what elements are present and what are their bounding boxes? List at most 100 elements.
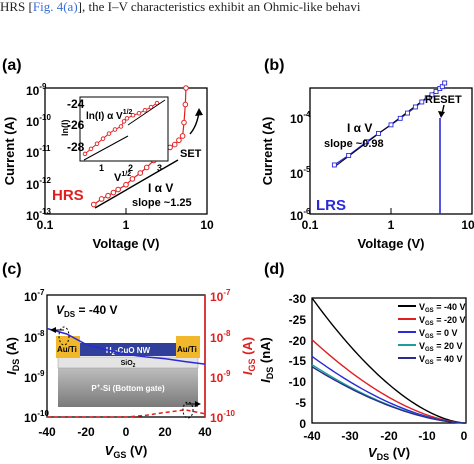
panel-a-set-arrowhead [195,108,203,116]
panel-a-data-point [143,164,150,171]
panel-b-data [331,80,448,168]
device-psi-text: P+-Si (Bottom gate) [91,384,165,393]
panel-c-y2tick-label: 10-10 [210,409,235,425]
panel-a-xticks: 0.1 1 10 [37,208,214,232]
legend-entry: VGS = -20 V [398,315,465,327]
legend-label: VGS = -40 V [419,302,465,314]
device-au-ti-left: Au/Ti [57,345,77,354]
panel-a-data-point [129,176,136,182]
panel-b-ytick-label: 10-6 [290,207,311,223]
panel-d-series-line [311,297,467,424]
panel-b-xtick-label: 1 [388,218,395,232]
panel-d-series-line [311,364,467,424]
panel-a-xtick-label: 10 [200,218,214,232]
panel-d: (d) IDS (nA) VDS (V) -40 -30 -20 -10 0 -… [258,261,468,462]
panel-c-ytick-label: 10-10 [24,409,49,425]
panel-c: (c) IDS (A) IGS (A) VGS (V) -40 -20 0 20… [2,261,257,460]
panel-a-xtick-label: 0.1 [37,218,54,232]
panel-a-slope-text: slope ~1.25 [132,197,192,209]
device-contact-right [176,336,200,358]
legend-label: VGS = 20 V [419,341,462,353]
panel-b-data-point [397,115,403,121]
panel-d-data [311,297,467,424]
panel-d-series-line [311,355,467,424]
panel-b-data-point [364,139,370,145]
panel-a-inset-xtick: 1 [99,163,104,173]
panel-a-data-point [171,141,178,148]
panel-a-data-point [90,201,97,208]
panel-d-xtick-label: -40 [303,429,321,443]
panel-a-inset-point [142,107,148,113]
legend-label: VGS = -20 V [419,315,465,327]
panel-b-data-point [412,104,418,110]
panel-c-ylabel: IDS (A) [4,337,21,375]
figure-link[interactable]: Fig. 4(a) [32,0,78,14]
panel-c-y2tick-label: 10-8 [210,329,231,345]
panel-c-y2label: IGS (A) [240,337,257,375]
panel-a-data-point [105,192,111,199]
panel-c-ids-line [46,327,206,365]
panel-a-ytick-label: 10-12 [26,176,51,192]
panel-b-ytick-label: 10-5 [290,165,311,181]
panel-b-data-point [442,80,448,86]
panel-a-inset-xtick: 3 [157,163,162,173]
panel-d-ytick-label: 0 [299,417,306,431]
panel-d-xtick-label: -10 [418,429,436,443]
panel-c-device-schematic: Au/Ti Au/Ti H2-CuO NW SiO2 P+-Si (Bottom… [56,336,200,407]
panel-b-data-point [419,99,425,105]
panel-d-ylabel: IDS (nA) [258,337,275,383]
panel-c-label: (c) [2,261,22,278]
panel-b-ylabel: Current (A) [260,117,275,186]
panel-d-frame [311,297,467,424]
panel-c-left-axis-arrowhead [50,327,56,333]
panel-a-inset-point [130,113,136,118]
panel-b-data-point [433,89,439,94]
panel-a-data-point [176,137,182,144]
panel-d-legend: VGS = -40 V VGS = -20 V VGS = 0 V VGS = … [398,302,465,366]
device-contact-left [56,336,80,358]
panel-a-inset-xlabel: V1/2 [114,171,131,184]
panel-a-ytick-label: 10-11 [26,144,51,160]
panel-a-ohmic-fit-line [94,159,179,209]
panel-b-slope-text: slope ~0.98 [324,138,384,150]
panel-a-yticks: 10-9 10-10 10-11 10-12 10-13 [26,82,51,223]
panel-b-data-point [331,162,337,168]
panel-c-xtick-label: -40 [38,425,56,439]
panel-a-inset-point [88,146,94,152]
panel-a-data-point [179,133,186,139]
panel-a-data-point [123,181,129,188]
panel-b-ytick-label: 10-4 [290,110,311,126]
panel-a-label: (a) [2,57,22,74]
panel-a-inset-ytick: -28 [67,140,85,154]
panel-a-inset-point [100,136,106,141]
panel-a-inset-fit-2 [127,99,166,126]
panel-b-data-point [429,92,435,98]
panel-b-data-point [424,95,430,101]
panel-a-data-point [98,196,105,202]
panel-c-y2ticks: 10-7 10-8 10-9 10-10 [210,288,235,425]
panel-a: (a) Current (A) Voltage (V) 0.1 1 10 10-… [2,57,214,251]
legend-entry: VGS = 40 V [398,354,462,366]
caption-context-line: HRS [Fig. 4(a)], the I–V characteristics… [0,0,474,16]
legend-entry: VGS = -40 V [398,302,465,314]
panel-b-xlabel: Voltage (V) [358,236,425,251]
panel-b-frame [309,87,473,215]
panel-b-xticks: 0.1 1 10 [302,208,474,232]
panel-a-inset-point [118,124,124,129]
panel-a-xlabel: Voltage (V) [93,236,160,251]
panel-c-xlabel: VGS (V) [105,443,148,460]
panel-a-data-point [110,189,117,196]
panel-b-reset-arrowhead [438,111,445,118]
panel-d-ytick-label: -15 [289,354,307,368]
panel-a-xtick-label: 1 [123,218,130,232]
panel-a-inset-point [82,151,88,157]
panel-a-data-point [182,101,189,108]
panel-d-yticks: -30 -25 -20 -15 -10 -5 0 [289,292,307,431]
panel-c-ytick-label: 10-7 [24,288,45,304]
panel-b-data-point [346,152,352,158]
panel-a-ytick-label: 10-10 [26,113,51,129]
panel-a-inset-ytick: -24 [67,97,85,111]
panel-d-series-line [311,366,467,424]
panel-d-xtick-label: 0 [461,429,468,443]
